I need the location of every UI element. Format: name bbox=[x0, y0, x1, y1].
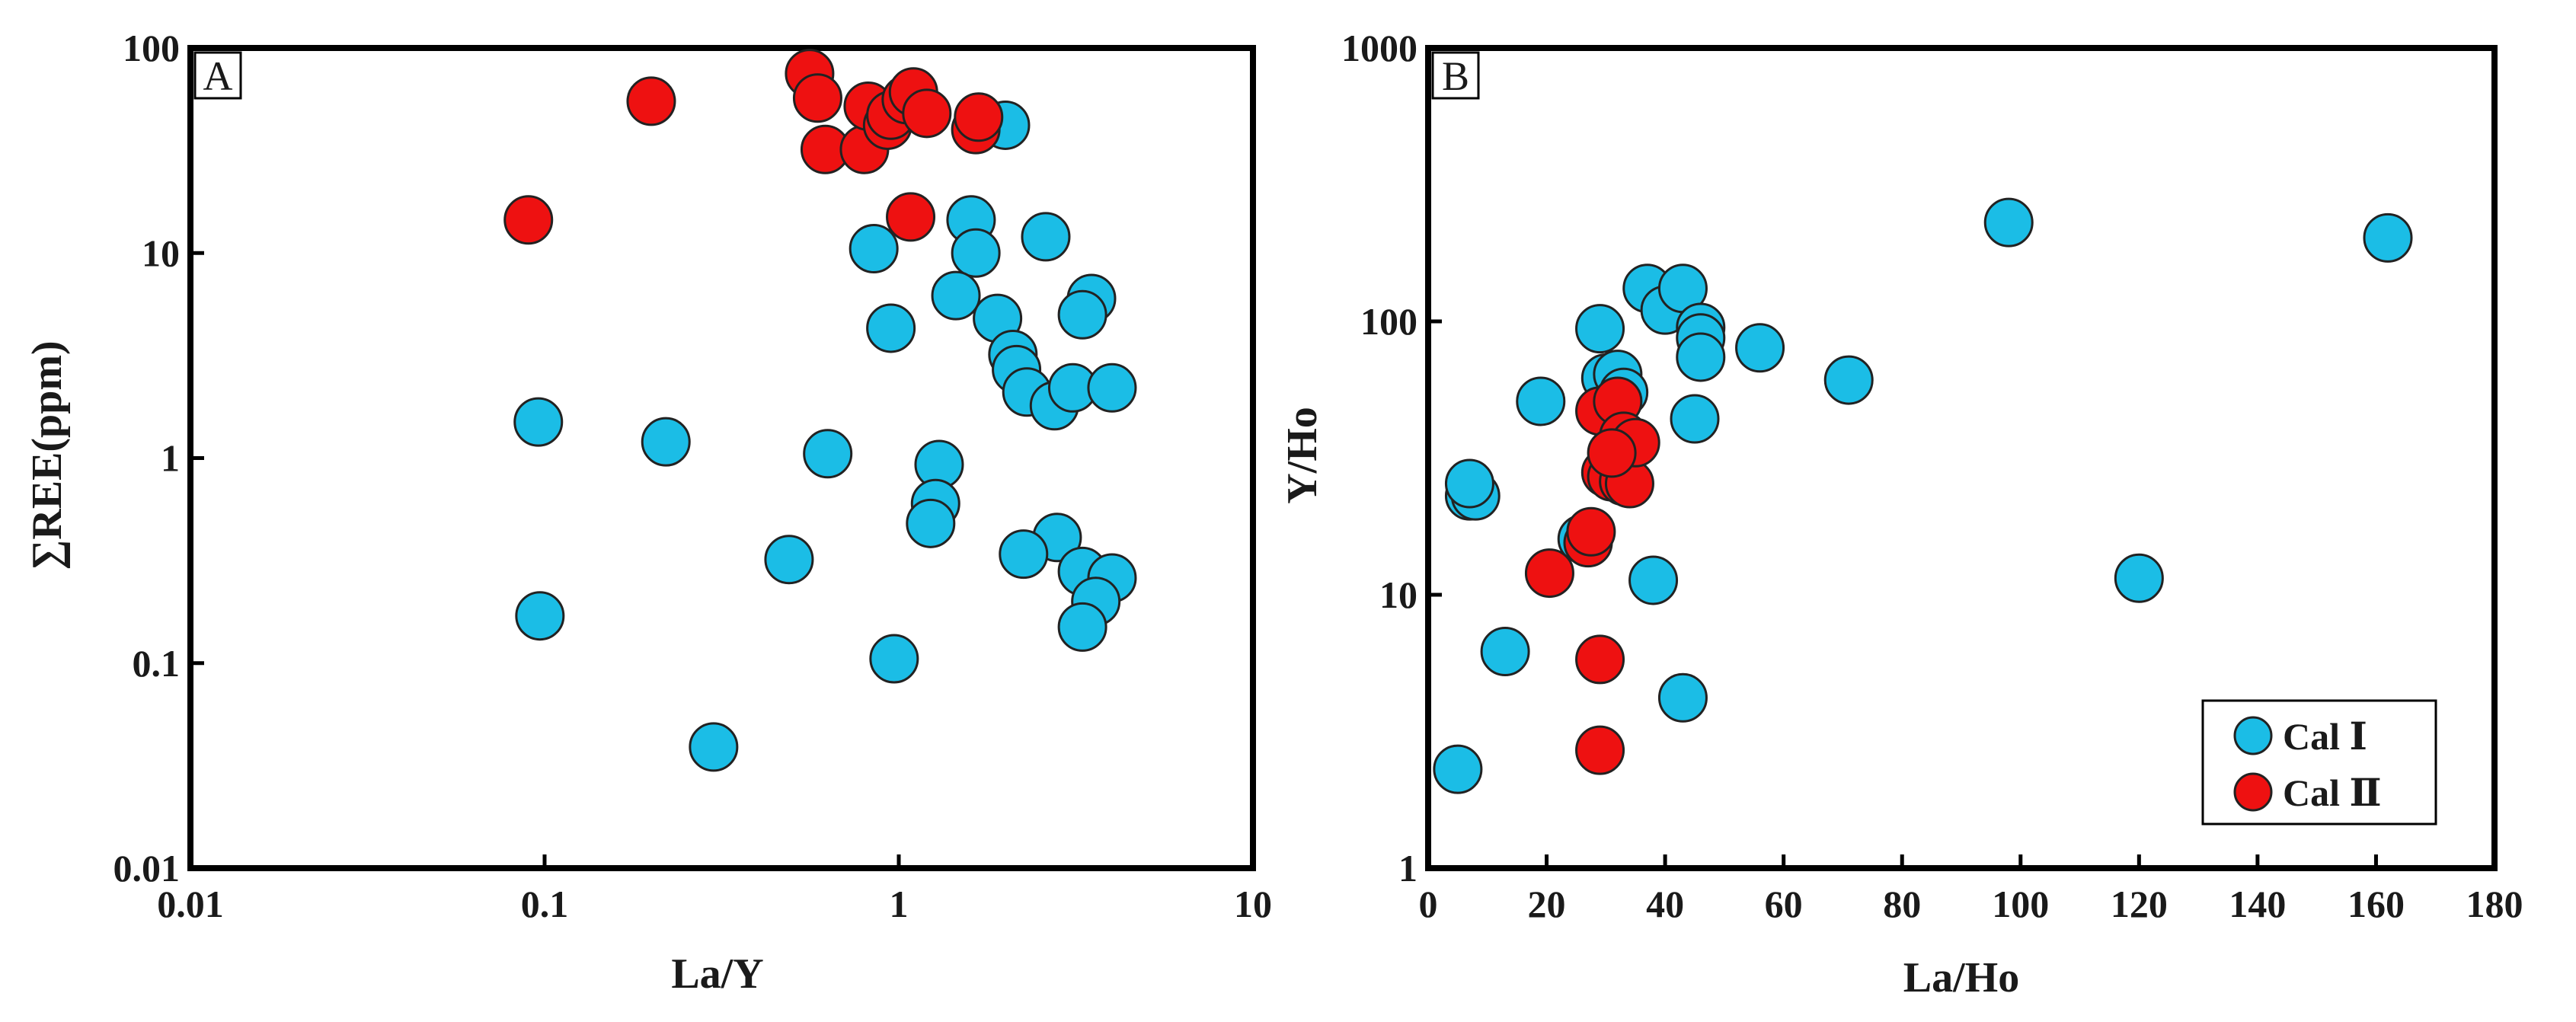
panel-a-cal1-point bbox=[866, 303, 916, 353]
panel-b-cal1-point bbox=[1983, 197, 2034, 248]
panel-b-cal1-point bbox=[1676, 332, 1726, 382]
panel-a: 0.01 0.1 1 10 0.01 0.1 1 10 100 A La/Y ∑REE(ppm) bbox=[24, 27, 1272, 998]
panel-b-cal2-point bbox=[1566, 506, 1616, 557]
panel-a-letter-box bbox=[193, 51, 242, 100]
panel-a-y-tick-label: 10 bbox=[142, 232, 180, 274]
panel-a-cal1-point bbox=[1087, 362, 1137, 413]
panel-b-letter-box bbox=[1431, 51, 1480, 100]
panel-b-y-tick-label: 1000 bbox=[1341, 27, 1417, 69]
panel-b-cal1-point bbox=[1823, 355, 1874, 405]
panel-b-x-tick-label: 0 bbox=[1419, 883, 1438, 925]
panel-b-cal1-point bbox=[1657, 672, 1708, 723]
panel-a-y-tick-label: 0.1 bbox=[133, 642, 181, 685]
panel-b-cal1-point bbox=[1575, 304, 1625, 354]
panel-a-cal2-point bbox=[792, 73, 842, 123]
panel-a-y-tick-label: 100 bbox=[123, 27, 180, 69]
panel-b-y-tick-label: 100 bbox=[1360, 300, 1417, 343]
panel-a-cal2-point bbox=[954, 92, 1004, 142]
panel-a-cal1-point bbox=[1021, 212, 1071, 262]
panel-b-cal1-point bbox=[1670, 394, 1720, 444]
legend-marker-cal2 bbox=[2233, 772, 2273, 812]
panel-a-cal2-point bbox=[503, 195, 554, 245]
panel-b-cal1-point bbox=[1480, 627, 1530, 677]
panel-b-cal2-point bbox=[1524, 548, 1574, 599]
panel-a-x-tick-label: 1 bbox=[890, 883, 909, 925]
panel-b-cal2-point bbox=[1587, 428, 1637, 478]
panel-a-points bbox=[503, 49, 1137, 772]
panel-b-x-tick-label: 60 bbox=[1765, 883, 1803, 925]
legend-label-cal1: Cal Ⅰ bbox=[2283, 715, 2367, 758]
panel-b-ticks: 0 20 40 60 80 100 120 140 160 180 1 10 100 1000 bbox=[1341, 27, 2523, 925]
panel-a-cal2-point bbox=[626, 76, 676, 126]
panel-b-cal1-point bbox=[1444, 458, 1494, 509]
panel-b-x-tick-label: 160 bbox=[2347, 883, 2405, 925]
legend: Cal Ⅰ Cal Ⅱ bbox=[2201, 699, 2437, 826]
panel-a-y-tick-label: 0.01 bbox=[113, 847, 181, 889]
panel-a-y-axis-title: ∑REE(ppm) bbox=[24, 340, 71, 570]
panel-b-x-tick-label: 120 bbox=[2111, 883, 2168, 925]
panel-b-x-axis-title: La/Ho bbox=[1903, 954, 2019, 1001]
panel-b-x-tick-label: 80 bbox=[1883, 883, 1921, 925]
legend-marker-cal1 bbox=[2233, 716, 2273, 755]
panel-a-cal1-point bbox=[689, 722, 739, 772]
panel-a-cal1-point bbox=[515, 591, 565, 641]
panel-b-cal1-point bbox=[1735, 323, 1785, 373]
panel-a-cal1-point bbox=[951, 228, 1001, 278]
panel-a-x-tick-label: 0.1 bbox=[521, 883, 569, 925]
panel-b-cal1-point bbox=[1516, 376, 1566, 426]
panel-b-letter: B bbox=[1442, 53, 1469, 99]
panel-b-cal1-point bbox=[2363, 212, 2413, 263]
panel-b-cal1-point bbox=[1628, 555, 1679, 605]
panel-b-x-tick-label: 180 bbox=[2466, 883, 2523, 925]
panel-a-cal1-point bbox=[999, 529, 1049, 580]
panel-a-ticks: 0.01 0.1 1 10 0.01 0.1 1 10 100 bbox=[113, 27, 1273, 925]
panel-b-cal2-point bbox=[1575, 725, 1625, 775]
panel-b-points bbox=[1433, 197, 2413, 794]
panel-b-cal2-point bbox=[1575, 634, 1625, 685]
panel-a-letter: A bbox=[203, 53, 233, 99]
panel-a-x-tick-label: 0.01 bbox=[157, 883, 224, 925]
panel-a-cal1-point bbox=[931, 270, 981, 321]
panel-a-cal1-point bbox=[1057, 602, 1107, 652]
panel-a-cal1-point bbox=[849, 224, 899, 274]
panel-a-x-axis-title: La/Y bbox=[671, 950, 763, 998]
panel-a-cal1-point bbox=[1057, 289, 1107, 340]
panel-b-x-tick-label: 40 bbox=[1646, 883, 1684, 925]
panel-b-x-tick-label: 100 bbox=[1992, 883, 2049, 925]
panel-b-cal1-point bbox=[1433, 744, 1483, 794]
panel-b-cal1-point bbox=[2114, 553, 2164, 603]
panel-b-x-tick-label: 20 bbox=[1528, 883, 1566, 925]
panel-a-x-tick-label: 10 bbox=[1234, 883, 1272, 925]
panel-a-cal1-point bbox=[641, 417, 691, 467]
legend-label-cal2: Cal Ⅱ bbox=[2283, 771, 2382, 814]
panel-a-cal2-point bbox=[886, 192, 936, 242]
panel-a-cal1-point bbox=[869, 634, 919, 684]
panel-b-x-tick-label: 140 bbox=[2229, 883, 2286, 925]
panel-b: 0 20 40 60 80 100 120 140 160 180 1 10 100 1000 B La/… bbox=[1279, 27, 2523, 1001]
panel-b-y-tick-label: 1 bbox=[1398, 847, 1417, 889]
panel-a-cal1-point bbox=[803, 429, 853, 479]
panel-b-y-axis-title: Y/Ho bbox=[1279, 407, 1326, 504]
panel-a-cal1-point bbox=[906, 498, 956, 548]
panel-a-cal1-point bbox=[764, 535, 814, 585]
panel-b-y-tick-label: 10 bbox=[1379, 573, 1417, 616]
panel-a-cal2-point bbox=[902, 88, 952, 139]
panel-a-y-tick-label: 1 bbox=[161, 437, 180, 480]
panel-a-cal1-point bbox=[513, 397, 564, 447]
